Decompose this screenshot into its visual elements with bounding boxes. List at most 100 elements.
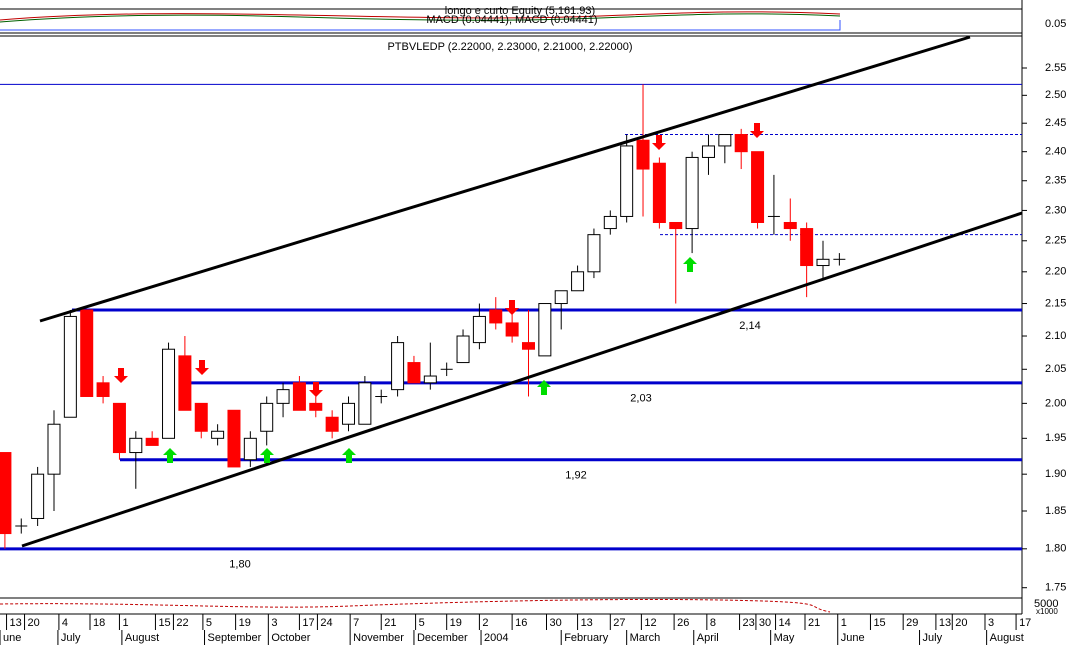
candle-body [243,437,257,461]
candle-body [145,437,159,446]
indicator-subtitle: MACD (0.04441), MACD (0.04441) [426,14,597,26]
x-tick-label: 26 [677,617,689,629]
x-tick-label: 8 [710,617,716,629]
x-tick-label: 13 [10,617,22,629]
x-tick-label: 5 [419,617,425,629]
level-label: 1,92 [565,470,586,482]
candle-body [96,382,110,397]
y-tick-label: 1.95 [1045,432,1066,444]
x-tick-label: 18 [93,617,105,629]
candle-body [734,134,748,153]
x-tick-label: 12 [644,617,656,629]
candle-body [783,221,797,230]
x-tick-label: 15 [873,617,885,629]
x-tick-label: 13 [581,617,593,629]
candle-body [162,348,176,439]
candle-body [620,145,634,217]
x-tick-label: 21 [384,617,396,629]
volume-panel: 5000 x1000 [0,597,1058,616]
y-tick-label: 2.00 [1045,397,1066,409]
x-tick-label: 22 [176,617,188,629]
x-tick-label: 19 [239,617,251,629]
candle-body [391,342,405,391]
candle-body [456,335,470,364]
x-tick-label: 14 [779,617,791,629]
candle-body [652,162,666,223]
candle-body [521,342,535,350]
candle-body [701,145,715,158]
volume-average [0,598,831,613]
candle-body [292,382,306,411]
y-tick-label: 1.80 [1045,543,1066,555]
x-tick-label: 16 [515,617,527,629]
candle-body [325,416,339,432]
x-tick-label: 19 [450,617,462,629]
candle-body [80,309,94,397]
month-label: May [774,632,795,644]
month-label: October [271,632,310,644]
level-label: 2,14 [739,320,760,332]
candle-body [685,156,699,230]
candle-body [178,355,192,411]
candle-body [309,402,323,411]
buy-arrow [163,448,177,463]
indicator-tick: 0.05 [1045,18,1066,30]
sell-arrow [195,360,209,375]
candle-body [505,322,519,337]
trend-line [21,211,1023,548]
sell-arrow [750,123,764,138]
candle-body [423,375,437,384]
y-tick-label: 1.75 [1045,582,1066,594]
y-tick-label: 2.20 [1045,266,1066,278]
sell-arrow [505,300,519,315]
y-tick-label: 2.45 [1045,117,1066,129]
candle-body [587,234,601,273]
month-label: August [990,632,1024,644]
month-label: March [630,632,661,644]
candle-body [407,362,421,384]
candle-body [718,134,732,147]
candle-body [554,290,568,305]
buy-arrow [683,257,697,272]
month-label: June [841,632,865,644]
y-tick-label: 2.15 [1045,297,1066,309]
y-tick-label: 2.05 [1045,363,1066,375]
candle-body [489,309,503,324]
x-tick-label: 21 [808,617,820,629]
candle-body [358,382,372,425]
candle-body [636,139,650,170]
y-tick-label: 2.10 [1045,330,1066,342]
sell-arrow [309,382,323,397]
x-tick-label: 20 [28,617,40,629]
x-tick-label: 7 [353,617,359,629]
month-label: August [125,632,159,644]
buy-arrow [342,448,356,463]
x-tick-label: 13 [939,617,951,629]
x-tick-label: 2 [482,617,488,629]
level-label: 2,03 [630,393,651,405]
month-label: July [61,632,81,644]
macd-line [0,13,841,23]
candle-body [31,473,45,519]
sell-arrow [652,135,666,150]
candle-body [342,402,356,425]
x-tick-label: 17 [1019,617,1031,629]
candle-body [800,228,814,267]
sell-arrow [114,368,128,383]
y-tick-label: 2.25 [1045,235,1066,247]
candle-body [751,151,765,223]
month-label: 2004 [484,632,508,644]
x-tick-label: 1 [841,617,847,629]
x-tick-label: 4 [62,617,68,629]
candle-body [129,437,143,454]
candle-body [112,402,126,454]
candle-body [260,402,274,432]
month-label: July [923,632,943,644]
candle-body [47,423,61,475]
x-tick-label: 20 [955,617,967,629]
candle-body [63,315,77,418]
month-label: April [697,632,719,644]
x-tick-label: 30 [759,617,771,629]
